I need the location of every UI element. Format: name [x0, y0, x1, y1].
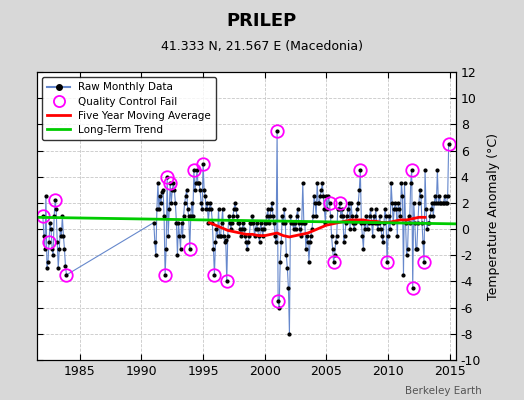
- Text: PRILEP: PRILEP: [227, 12, 297, 30]
- Text: Berkeley Earth: Berkeley Earth: [406, 386, 482, 396]
- Text: 41.333 N, 21.567 E (Macedonia): 41.333 N, 21.567 E (Macedonia): [161, 40, 363, 53]
- Legend: Raw Monthly Data, Quality Control Fail, Five Year Moving Average, Long-Term Tren: Raw Monthly Data, Quality Control Fail, …: [42, 77, 216, 140]
- Y-axis label: Temperature Anomaly (°C): Temperature Anomaly (°C): [487, 132, 500, 300]
